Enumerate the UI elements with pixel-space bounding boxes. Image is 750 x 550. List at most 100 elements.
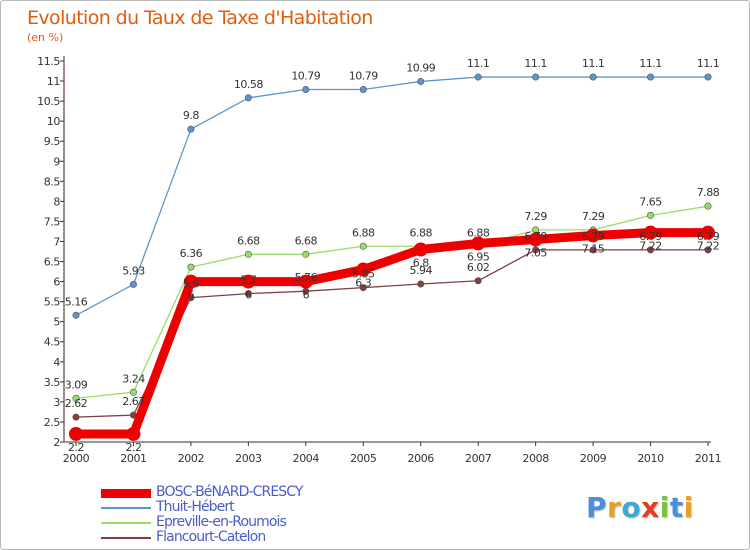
logo-letter: i [659,491,670,524]
series-3-data-label: 5.85 [352,268,375,281]
x-tick-label: 2002 [178,452,204,465]
series-2-data-label: 6.88 [467,226,490,239]
legend-label: Epreville-en-Roumois [156,514,287,530]
series-2-data-label: 7.65 [639,195,662,208]
series-0-point [471,236,486,251]
y-tick-label: 2.5 [44,416,61,429]
y-tick-label: 7.5 [44,215,61,228]
chart-subtitle: (en %) [27,31,64,44]
series-1-data-label: 11.1 [467,57,490,70]
series-3-point [589,246,597,254]
series-0-data-label: 2.2 [125,441,141,454]
series-1-point [244,94,252,102]
y-tick-label: 8.5 [44,175,61,188]
series-2-data-label: 6.68 [295,234,318,247]
series-1-data-label: 9.8 [183,109,199,122]
series-1-data-label: 10.79 [291,69,320,82]
series-2-point [359,242,367,250]
series-1-data-label: 11.1 [697,57,720,70]
series-0-point [241,274,256,289]
series-2-point [244,250,252,258]
series-3-data-label: 6.79 [697,230,720,243]
series-3-point [417,280,425,288]
series-1-point [359,85,367,93]
y-tick-label: 6.5 [44,256,61,269]
chart-title: Evolution du Taux de Taxe d'Habitation [27,7,373,29]
series-3-data-label: 6.79 [524,230,547,243]
series-1-data-label: 10.99 [406,61,435,74]
y-tick-label: 6 [53,276,60,289]
legend-swatch [101,507,151,509]
series-0-data-label: 6.8 [413,256,429,269]
logo-letter: t [669,491,684,524]
series-1-data-label: 5.16 [65,295,88,308]
series-0-point [701,225,715,240]
series-3-data-label: 5.94 [409,264,432,277]
series-1-data-label: 11.1 [639,57,662,70]
series-1-point [187,125,195,133]
x-tick-label: 2009 [580,452,607,465]
series-0-data-label: 2.2 [68,441,84,454]
y-tick-label: 3 [53,396,60,409]
series-0-point [69,426,83,441]
series-2-point [647,211,655,219]
x-tick-label: 2006 [408,452,435,465]
series-lines [69,73,715,441]
series-1-point [589,73,597,81]
series-2-data-label: 3.09 [65,378,88,391]
series-0-point [413,242,428,257]
series-0-point [126,426,141,441]
logo-letter: o [621,491,642,524]
series-2-point [129,388,137,396]
legend-label: Thuit-Hébert [156,499,235,515]
y-tick-label: 10 [47,115,61,128]
x-tick-label: 2011 [695,452,721,465]
series-0-data-label: 6 [303,289,310,302]
series-2-line [75,205,709,399]
series-2-data-label: 6.68 [237,234,260,247]
series-0-point [586,228,601,243]
y-tick-label: 11 [47,75,60,88]
series-2-data-label: 7.29 [524,210,547,223]
series-1-data-label: 11.1 [524,57,547,70]
series-1-point [474,73,482,81]
series-0-data-label: 6 [188,289,195,302]
series-0-line [71,228,713,439]
legend-label: BOSC-BéNARD-CRESCY [156,484,303,500]
series-3-data-label: 6.02 [467,261,490,274]
y-tick-label: 9.5 [44,135,61,148]
y-tick-label: 8 [53,195,60,208]
series-3-point [704,246,712,254]
legend-swatch [101,537,151,539]
series-0-point [298,274,313,289]
series-1-point [72,311,80,319]
series-0-data-label: 6.3 [355,277,371,290]
series-1-line [75,76,709,316]
series-0-data-label: 7.22 [697,240,720,253]
series-2-point [187,263,195,271]
y-tick-label: 7 [53,235,60,248]
series-1-point [532,73,540,81]
series-3-data-label: 6.79 [582,230,605,243]
series-2-point [704,202,712,210]
series-3-point [474,277,482,285]
series-3-point [244,290,252,298]
x-tick-label: 2005 [350,452,377,465]
series-2-data-label: 3.24 [122,372,145,385]
series-2-data-label: 6.88 [409,226,432,239]
x-tick-label: 2000 [63,452,90,465]
series-1-point [704,73,712,81]
series-0-data-label: 6.95 [467,250,490,263]
x-tick-label: 2010 [637,452,664,465]
y-tick-label: 3.5 [44,376,61,389]
y-tick-label: 11.5 [37,55,60,68]
series-0-data-label: 6 [245,289,252,302]
series-3-point [72,413,80,421]
series-0-data-label: 7.05 [524,246,547,259]
series-3-point [359,284,367,292]
series-2-data-label: 6.88 [352,226,375,239]
series-2-data-label: 7.88 [697,186,720,199]
data-labels: 2.2 2.2 6 6 6 6.3 6.8 6.95 7.05 7.15 7.22 7.22 5.16 5… [65,57,720,454]
